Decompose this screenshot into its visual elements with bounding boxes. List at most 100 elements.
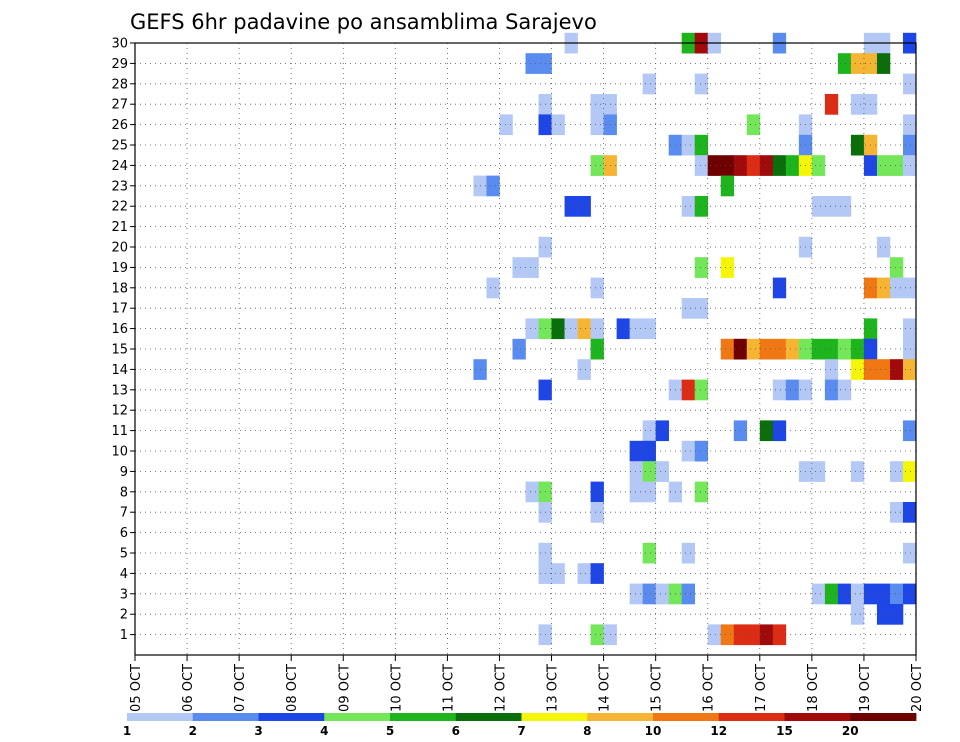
y-tick-label: 17: [111, 302, 128, 317]
x-tick-label: 18 OCT: [806, 664, 821, 712]
precip-cell: [694, 379, 709, 401]
precip-cell: [824, 94, 839, 115]
precip-cell: [902, 583, 917, 605]
precip-cell: [889, 155, 904, 176]
precip-cell: [876, 604, 891, 625]
precip-cell: [902, 542, 917, 564]
precip-cell: [889, 604, 904, 625]
precip-cell: [837, 583, 852, 605]
colorbar-label: 15: [776, 724, 793, 738]
colorbar-swatch: [653, 713, 720, 721]
y-tick-label: 8: [120, 485, 128, 500]
precip-cell: [629, 440, 643, 462]
precip-cell: [850, 94, 865, 115]
precip-cell: [681, 298, 696, 319]
precip-cell: [629, 461, 643, 482]
precip-cell: [811, 461, 826, 482]
precip-cell: [824, 359, 839, 380]
precip-cell: [824, 583, 839, 605]
precip-cell: [889, 277, 904, 299]
y-tick-label: 5: [120, 547, 128, 562]
precip-cell: [512, 338, 526, 360]
colorbar-swatch: [127, 713, 194, 721]
precip-cell: [720, 257, 735, 278]
precip-cell: [694, 440, 709, 462]
precip-cell: [486, 277, 500, 299]
precip-cell: [785, 155, 800, 176]
precip-cell: [525, 53, 539, 74]
y-tick-label: 26: [111, 118, 128, 133]
y-tick-label: 3: [120, 587, 128, 602]
y-tick-label: 24: [111, 159, 128, 174]
y-tick-label: 4: [120, 567, 128, 582]
colorbar-label: 12: [710, 724, 727, 738]
y-tick-label: 6: [120, 526, 128, 541]
colorbar-label: 6: [452, 724, 460, 738]
x-tick-label: 19 OCT: [858, 664, 873, 712]
precip-cell: [694, 73, 709, 95]
precip-cell: [876, 277, 891, 299]
x-tick-label: 14 OCT: [598, 664, 613, 712]
precip-cell: [590, 563, 604, 584]
precip-cell: [902, 461, 917, 482]
precip-cell: [590, 94, 604, 115]
precip-cell: [902, 420, 917, 442]
precip-cell: [889, 502, 904, 523]
precip-cell: [759, 338, 774, 360]
y-tick-label: 2: [120, 608, 128, 623]
colorbar-swatch: [390, 713, 457, 721]
precip-cell: [499, 114, 513, 136]
colorbar-swatch: [192, 713, 259, 721]
precip-cell: [642, 481, 656, 503]
precip-cell: [681, 542, 696, 564]
x-tick-label: 06 OCT: [181, 664, 196, 712]
precip-cell: [642, 583, 656, 605]
precip-cell: [681, 379, 696, 401]
x-tick-label: 13 OCT: [546, 664, 561, 712]
precip-cell: [850, 53, 865, 74]
precip-cell: [655, 583, 669, 605]
colorbar-label: 3: [254, 724, 262, 738]
axes-layer: 1234567891011121314151617181920212223242…: [111, 37, 925, 712]
precip-cell: [642, 542, 656, 564]
x-tick-label: 20 OCT: [910, 664, 925, 712]
precip-cell: [590, 114, 604, 136]
precip-cell: [902, 73, 917, 95]
precip-cell: [902, 134, 917, 156]
precip-cell: [889, 257, 904, 278]
precip-cell: [876, 236, 891, 258]
precip-cell: [837, 338, 852, 360]
x-tick-label: 11 OCT: [441, 664, 456, 712]
colorbar-swatch: [324, 713, 391, 721]
colorbar: 1 2 3 4 5 6 7 8 10 12 15 20: [123, 713, 917, 738]
precip-cell: [525, 318, 539, 340]
precip-cell: [629, 583, 643, 605]
precip-cell: [876, 583, 891, 605]
precip-cell: [577, 318, 591, 340]
x-tick-label: 15 OCT: [650, 664, 665, 712]
precip-cell: [785, 338, 800, 360]
colorbar-label: 5: [386, 724, 394, 738]
precip-cell: [681, 583, 696, 605]
precip-cell: [642, 440, 656, 462]
precip-cell: [551, 318, 565, 340]
precip-cell: [707, 155, 722, 176]
y-tick-label: 11: [111, 424, 128, 439]
precip-cell: [681, 196, 696, 217]
precip-cell: [772, 624, 787, 646]
grid-layer: [135, 43, 916, 655]
colorbar-swatch: [587, 713, 654, 721]
colorbar-swatch: [718, 713, 785, 721]
precip-cell: [629, 481, 643, 503]
y-tick-label: 23: [111, 179, 128, 194]
precip-cell: [564, 196, 578, 217]
precip-cell: [889, 359, 904, 380]
precip-cell: [824, 338, 839, 360]
colorbar-label: 20: [842, 724, 859, 738]
colorbar-label: 4: [320, 724, 328, 738]
precip-cell: [642, 420, 656, 442]
precip-cell: [746, 624, 761, 646]
precip-cell: [746, 155, 761, 176]
y-tick-label: 19: [111, 261, 128, 276]
y-tick-label: 25: [111, 139, 128, 154]
